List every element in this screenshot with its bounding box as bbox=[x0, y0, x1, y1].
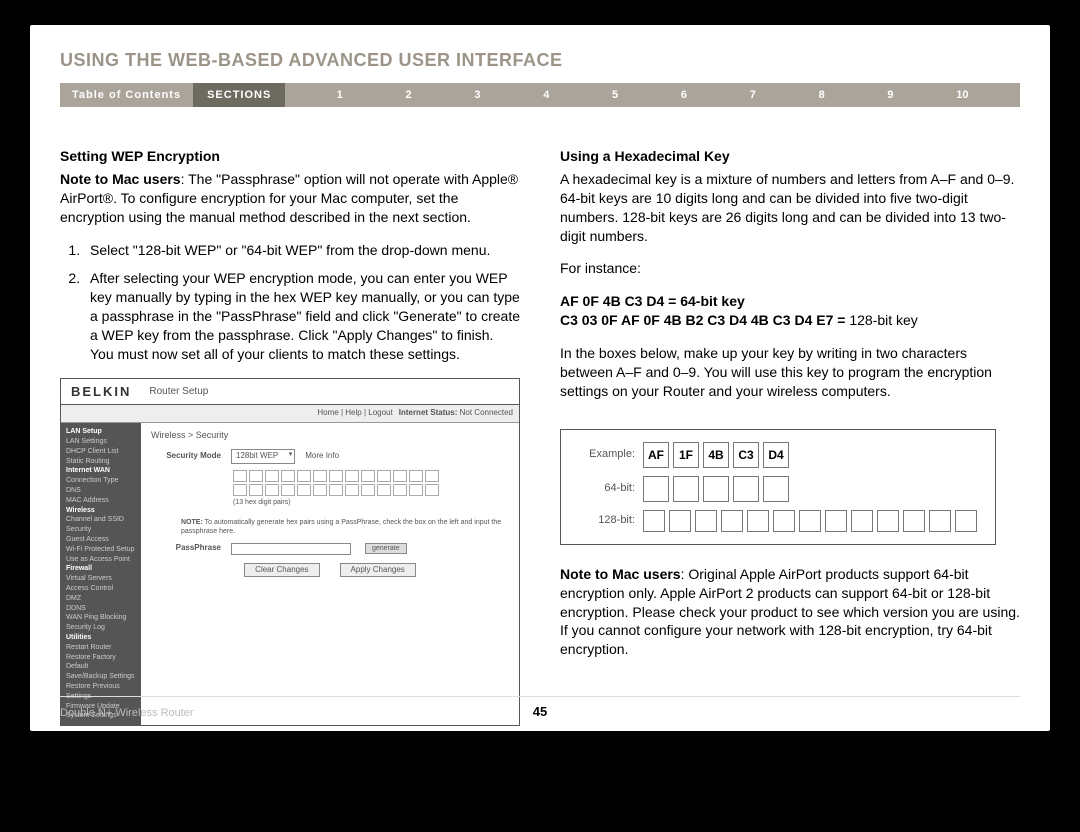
k64-label: 64-bit: bbox=[579, 481, 635, 496]
nav-section-10[interactable]: 10 bbox=[956, 89, 968, 101]
hex-note: (13 hex digit pairs) bbox=[233, 498, 509, 507]
k128-label: 128-bit: bbox=[579, 513, 635, 528]
passphrase-label: PassPhrase bbox=[151, 543, 221, 554]
example-box: 1F bbox=[673, 442, 699, 468]
k128-input[interactable] bbox=[773, 510, 795, 532]
k64-input[interactable] bbox=[733, 476, 759, 502]
nav-section-9[interactable]: 9 bbox=[887, 89, 893, 101]
product-name: Double N+ Wireless Router bbox=[60, 707, 194, 719]
sections-label: SECTIONS bbox=[193, 83, 285, 107]
nav-section-4[interactable]: 4 bbox=[543, 89, 549, 101]
page-title: USING THE WEB-BASED ADVANCED USER INTERF… bbox=[60, 50, 1020, 71]
nav-section-8[interactable]: 8 bbox=[819, 89, 825, 101]
k128-input[interactable] bbox=[929, 510, 951, 532]
right-column: Using a Hexadecimal Key A hexadecimal ke… bbox=[560, 147, 1020, 832]
instructions: In the boxes below, make up your key by … bbox=[560, 344, 1020, 401]
nav-section-3[interactable]: 3 bbox=[474, 89, 480, 101]
router-links[interactable]: Home | Help | Logout bbox=[317, 408, 392, 419]
k128-input[interactable] bbox=[955, 510, 977, 532]
hex-desc: A hexadecimal key is a mixture of number… bbox=[560, 170, 1020, 246]
k128-input[interactable] bbox=[721, 510, 743, 532]
k128-input[interactable] bbox=[903, 510, 925, 532]
for-instance: For instance: bbox=[560, 259, 1020, 278]
generate-button[interactable]: generate bbox=[365, 543, 407, 554]
example-label: Example: bbox=[579, 447, 635, 462]
example-box: D4 bbox=[763, 442, 789, 468]
secmode-label: Security Mode bbox=[151, 451, 221, 462]
left-column: Setting WEP Encryption Note to Mac users… bbox=[60, 147, 520, 832]
router-screenshot: BELKIN Router Setup Home | Help | Logout… bbox=[60, 378, 520, 726]
mac-note2-label: Note to Mac users bbox=[560, 566, 681, 582]
step-3: Encryption in the Router is now set. Eac… bbox=[84, 742, 520, 818]
breadcrumb: Wireless > Security bbox=[151, 429, 509, 441]
k128-input[interactable] bbox=[851, 510, 873, 532]
k128-input[interactable] bbox=[695, 510, 717, 532]
mac-note-label: Note to Mac users bbox=[60, 171, 181, 187]
step-1: Select "128-bit WEP" or "64-bit WEP" fro… bbox=[84, 241, 520, 260]
nav-section-7[interactable]: 7 bbox=[750, 89, 756, 101]
example-box: C3 bbox=[733, 442, 759, 468]
nav-section-6[interactable]: 6 bbox=[681, 89, 687, 101]
secmode-select[interactable]: 128bit WEP bbox=[231, 449, 295, 464]
k64: AF 0F 4B C3 D4 = 64-bit key bbox=[560, 293, 745, 309]
k64-input[interactable] bbox=[763, 476, 789, 502]
k128-input[interactable] bbox=[643, 510, 665, 532]
page-number: 45 bbox=[533, 704, 547, 719]
step-2: After selecting your WEP encryption mode… bbox=[84, 269, 520, 363]
example-box: AF bbox=[643, 442, 669, 468]
k128-prefix: C3 03 0F AF 0F 4B B2 C3 D4 4B C3 D4 E7 = bbox=[560, 312, 849, 328]
nav-section-1[interactable]: 1 bbox=[337, 89, 343, 101]
k64-input[interactable] bbox=[643, 476, 669, 502]
k128-suffix: 128-bit key bbox=[849, 312, 917, 328]
hex-grid[interactable] bbox=[233, 470, 509, 482]
more-info-link[interactable]: More Info bbox=[305, 451, 339, 462]
router-sidebar[interactable]: LAN SetupLAN SettingsDHCP Client ListSta… bbox=[61, 423, 141, 725]
k128-input[interactable] bbox=[825, 510, 847, 532]
k128-input[interactable] bbox=[877, 510, 899, 532]
nav-section-5[interactable]: 5 bbox=[612, 89, 618, 101]
left-heading: Setting WEP Encryption bbox=[60, 147, 520, 166]
hex-grid[interactable] bbox=[233, 484, 509, 496]
k64-input[interactable] bbox=[673, 476, 699, 502]
apply-button[interactable]: Apply Changes bbox=[340, 563, 416, 578]
brand: BELKIN bbox=[61, 379, 141, 405]
nav-section-2[interactable]: 2 bbox=[406, 89, 412, 101]
section-nav: Table of Contents SECTIONS 1 2 3 4 5 6 7 8 9 10 bbox=[60, 83, 1020, 107]
key-entry-box: Example: AF1F4BC3D4 64-bit: 128-bit: bbox=[560, 429, 996, 545]
right-heading: Using a Hexadecimal Key bbox=[560, 147, 1020, 166]
router-title: Router Setup bbox=[141, 385, 208, 399]
example-box: 4B bbox=[703, 442, 729, 468]
k128-input[interactable] bbox=[747, 510, 769, 532]
k128-input[interactable] bbox=[669, 510, 691, 532]
passphrase-input[interactable] bbox=[231, 543, 351, 555]
toc-link[interactable]: Table of Contents bbox=[60, 89, 193, 101]
k64-input[interactable] bbox=[703, 476, 729, 502]
k128-input[interactable] bbox=[799, 510, 821, 532]
clear-button[interactable]: Clear Changes bbox=[244, 563, 319, 578]
